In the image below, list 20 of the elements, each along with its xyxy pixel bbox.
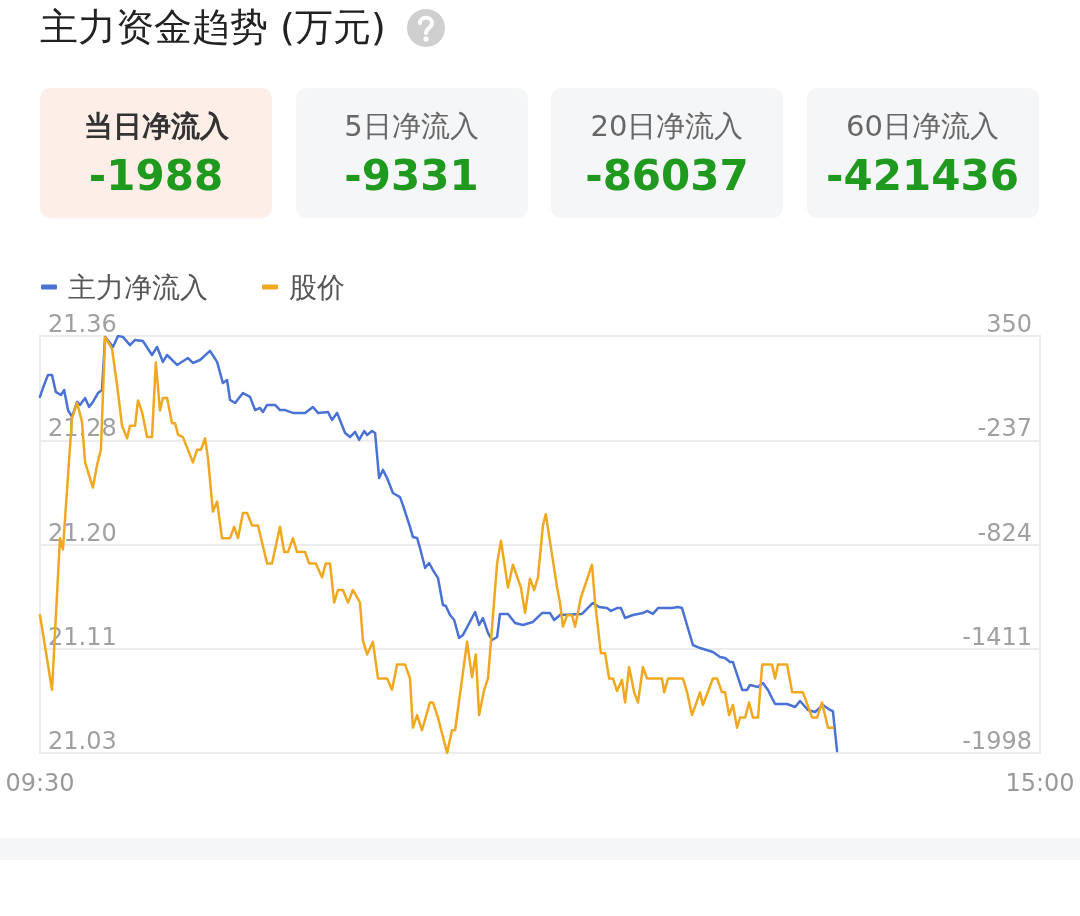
legend-label: 主力净流入: [68, 270, 208, 304]
legend-label: 股价: [289, 270, 345, 304]
y2-tick-label: -824: [977, 518, 1032, 547]
x-tick-label: 09:30: [5, 769, 75, 797]
x-tick-label: 15:00: [1005, 769, 1075, 797]
y2-tick-label: -1411: [962, 622, 1032, 651]
text: -9331: [344, 150, 479, 200]
y2-tick-label: 350: [986, 310, 1032, 338]
text: 当日净流入: [83, 107, 229, 145]
text: -421436: [826, 150, 1019, 200]
y-tick-label: 21.03: [48, 727, 117, 755]
y2-tick-label: -1998: [962, 727, 1032, 755]
text: -1988: [88, 150, 224, 200]
text: 60日净流入: [846, 107, 999, 145]
y2-tick-label: -237: [977, 414, 1032, 443]
y-tick-label: 21.36: [48, 310, 117, 338]
text: 20日净流入: [590, 107, 744, 145]
text: -86037: [585, 150, 749, 200]
chart-title: 主力资金趋势 (万元): [40, 4, 386, 51]
text: 5日净流入: [344, 107, 479, 145]
